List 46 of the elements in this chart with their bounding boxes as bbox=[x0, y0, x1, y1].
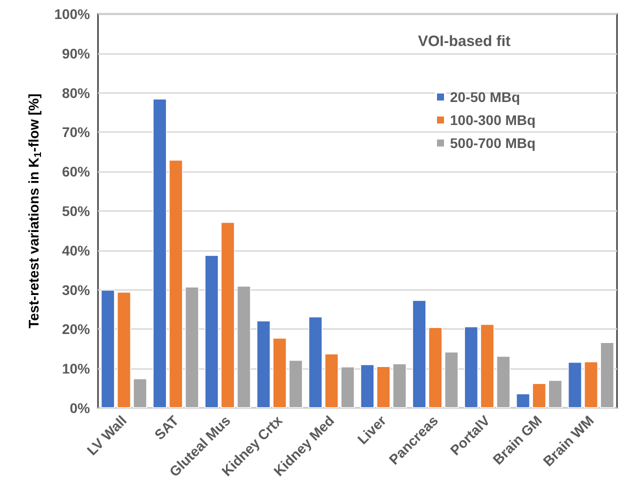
bar bbox=[152, 98, 167, 408]
bar bbox=[584, 362, 598, 408]
y-tick-label: 10% bbox=[62, 360, 91, 377]
bar bbox=[308, 316, 322, 408]
bar bbox=[100, 290, 115, 408]
bar bbox=[496, 356, 510, 408]
bar bbox=[532, 383, 546, 408]
legend-label: 100-300 MBq bbox=[450, 112, 536, 128]
bar bbox=[548, 380, 562, 408]
y-tick-label: 0% bbox=[70, 400, 91, 416]
bar bbox=[256, 320, 271, 408]
bar bbox=[236, 286, 251, 408]
y-tick-label: 70% bbox=[62, 124, 91, 140]
y-tick-label: 60% bbox=[62, 164, 91, 180]
bar bbox=[116, 292, 131, 408]
legend-label: 20-50 MBq bbox=[450, 89, 520, 105]
legend-label: 500-700 MBq bbox=[450, 135, 536, 151]
bar bbox=[204, 255, 219, 408]
bar bbox=[412, 300, 426, 408]
bar bbox=[340, 366, 355, 408]
bar bbox=[184, 286, 199, 408]
bar bbox=[272, 338, 287, 408]
bar bbox=[392, 363, 407, 408]
bar bbox=[324, 354, 339, 408]
bar bbox=[600, 342, 614, 408]
y-tick-label: 20% bbox=[62, 321, 91, 338]
bar bbox=[444, 352, 458, 408]
y-tick-label: 40% bbox=[62, 242, 91, 258]
y-tick-label: 50% bbox=[62, 203, 91, 219]
bar bbox=[480, 324, 494, 408]
bar bbox=[568, 362, 582, 408]
y-tick-label: 80% bbox=[62, 84, 91, 101]
bar bbox=[220, 222, 235, 408]
y-tick-label: 90% bbox=[62, 45, 91, 62]
y-axis-title: Test-retest variations in K1-flow [%] bbox=[25, 94, 44, 328]
bar bbox=[516, 393, 530, 408]
bar bbox=[133, 378, 148, 408]
annotation: VOI-based fit bbox=[418, 33, 511, 50]
bar bbox=[168, 160, 183, 408]
bar bbox=[428, 327, 442, 408]
bar bbox=[360, 364, 374, 408]
bar bbox=[464, 326, 478, 408]
bar bbox=[288, 360, 303, 408]
y-tick-label: 100% bbox=[54, 6, 91, 22]
y-tick-label: 30% bbox=[62, 282, 91, 298]
bar bbox=[376, 366, 390, 408]
